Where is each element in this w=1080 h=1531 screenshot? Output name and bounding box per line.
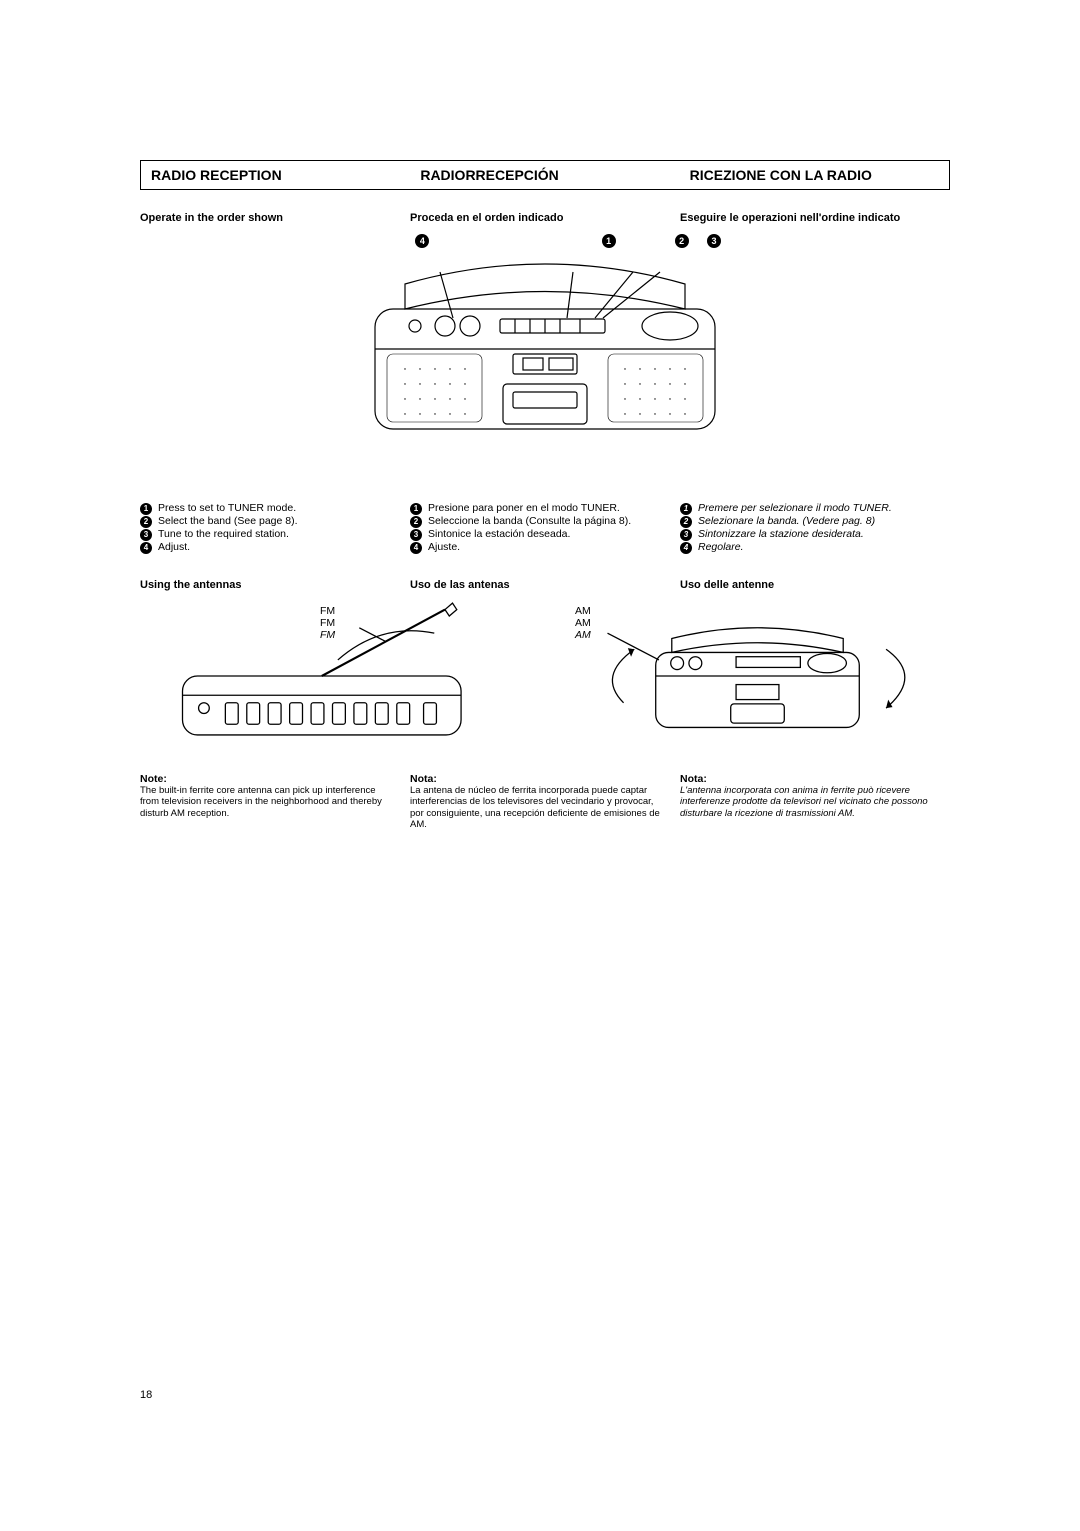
step-es-2: Seleccione la banda (Consulte la página … — [428, 515, 631, 528]
note-en-title: Note: — [140, 773, 392, 786]
note-es-body: La antena de núcleo de ferrita incorpora… — [410, 785, 662, 831]
subhead-row: Operate in the order shown Proceda en el… — [140, 212, 950, 224]
step-num: 1 — [410, 503, 422, 515]
antenna-head-it: Uso delle antenne — [680, 579, 950, 591]
step-num: 3 — [140, 529, 152, 541]
notes-row: Note: The built-in ferrite core antenna … — [140, 773, 950, 831]
note-es-title: Nota: — [410, 773, 662, 786]
am-diagram: AM AM AM — [565, 601, 950, 751]
page-number: 18 — [140, 1389, 152, 1401]
fm-diagram: FM FM FM — [140, 601, 525, 751]
fm-l3: FM — [320, 629, 335, 641]
callout-3: 3 — [707, 234, 721, 248]
step-num: 3 — [410, 529, 422, 541]
fm-label: FM FM FM — [320, 605, 335, 641]
step-num: 3 — [680, 529, 692, 541]
steps-row: 1 Press to set to TUNER mode. 2 Select the… — [140, 502, 950, 555]
step-es-3: Sintonice la estación deseada. — [428, 528, 570, 541]
callout-2: 2 — [675, 234, 689, 248]
antenna-head-es: Uso de las antenas — [410, 579, 680, 591]
note-it-title: Nota: — [680, 773, 932, 786]
fm-l1: FM — [320, 605, 335, 617]
antenna-head-row: Using the antennas Uso de las antenas Us… — [140, 579, 950, 591]
subhead-it: Eseguire le operazioni nell'ordine indic… — [680, 212, 950, 224]
section-title-en: RADIO RECEPTION — [141, 161, 410, 189]
step-en-1: Press to set to TUNER mode. — [158, 502, 296, 515]
main-diagram: 4 1 2 3 — [140, 234, 950, 494]
step-num: 2 — [140, 516, 152, 528]
step-es-4: Ajuste. — [428, 541, 460, 554]
antenna-head-en: Using the antennas — [140, 579, 410, 591]
step-en-2: Select the band (See page 8). — [158, 515, 298, 528]
step-es-1: Presione para poner en el modo TUNER. — [428, 502, 620, 515]
callout-4: 4 — [415, 234, 429, 248]
boombox-illustration — [345, 254, 745, 454]
section-header-row: RADIO RECEPTION RADIORRECEPCIÓN RICEZION… — [140, 160, 950, 190]
note-en-body: The built-in ferrite core antenna can pi… — [140, 785, 392, 819]
am-l1: AM — [575, 605, 591, 617]
step-num: 1 — [680, 503, 692, 515]
callout-1: 1 — [602, 234, 616, 248]
subhead-en: Operate in the order shown — [140, 212, 410, 224]
step-num: 4 — [410, 542, 422, 554]
am-label: AM AM AM — [575, 605, 591, 641]
step-it-1: Premere per selezionare il modo TUNER. — [698, 502, 892, 515]
section-title-it: RICEZIONE CON LA RADIO — [680, 161, 949, 189]
note-it: Nota: L'antenna incorporata con anima in… — [680, 773, 950, 831]
step-num: 4 — [140, 542, 152, 554]
section-title-es: RADIORRECEPCIÓN — [410, 161, 679, 189]
step-num: 1 — [140, 503, 152, 515]
note-it-body: L'antenna incorporata con anima in ferri… — [680, 785, 932, 819]
step-num: 2 — [410, 516, 422, 528]
step-num: 2 — [680, 516, 692, 528]
note-en: Note: The built-in ferrite core antenna … — [140, 773, 410, 831]
steps-es: 1 Presione para poner en el modo TUNER. 2… — [410, 502, 680, 555]
step-en-4: Adjust. — [158, 541, 190, 554]
step-it-3: Sintonizzare la stazione desiderata. — [698, 528, 864, 541]
step-en-3: Tune to the required station. — [158, 528, 289, 541]
am-l2: AM — [575, 617, 591, 629]
note-es: Nota: La antena de núcleo de ferrita inc… — [410, 773, 680, 831]
step-num: 4 — [680, 542, 692, 554]
step-it-4: Regolare. — [698, 541, 744, 554]
am-l3: AM — [575, 629, 591, 641]
antenna-diagrams: FM FM FM — [140, 601, 950, 751]
steps-en: 1 Press to set to TUNER mode. 2 Select the… — [140, 502, 410, 555]
step-it-2: Selezionare la banda. (Vedere pag. 8) — [698, 515, 875, 528]
am-svg — [565, 601, 950, 751]
steps-it: 1Premere per selezionare il modo TUNER. … — [680, 502, 950, 555]
fm-l2: FM — [320, 617, 335, 629]
subhead-es: Proceda en el orden indicado — [410, 212, 680, 224]
